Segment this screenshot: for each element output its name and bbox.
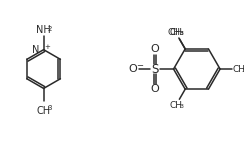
Text: 3: 3 — [47, 105, 52, 111]
Text: O: O — [151, 84, 160, 94]
Text: 3: 3 — [179, 104, 183, 109]
Text: O: O — [151, 44, 160, 54]
Text: 3: 3 — [179, 31, 183, 36]
Text: N: N — [32, 45, 40, 55]
Text: NH: NH — [36, 25, 51, 35]
Text: CH: CH — [37, 106, 51, 116]
Text: 2: 2 — [48, 26, 52, 32]
Text: S: S — [152, 63, 159, 76]
Text: O: O — [128, 64, 137, 74]
Text: +: + — [44, 44, 50, 50]
Text: 3: 3 — [242, 68, 244, 72]
Text: CH: CH — [232, 65, 244, 74]
Text: CH₃: CH₃ — [168, 28, 184, 38]
Text: CH: CH — [170, 101, 183, 110]
Text: −: − — [136, 61, 143, 70]
Text: CH: CH — [170, 28, 183, 38]
